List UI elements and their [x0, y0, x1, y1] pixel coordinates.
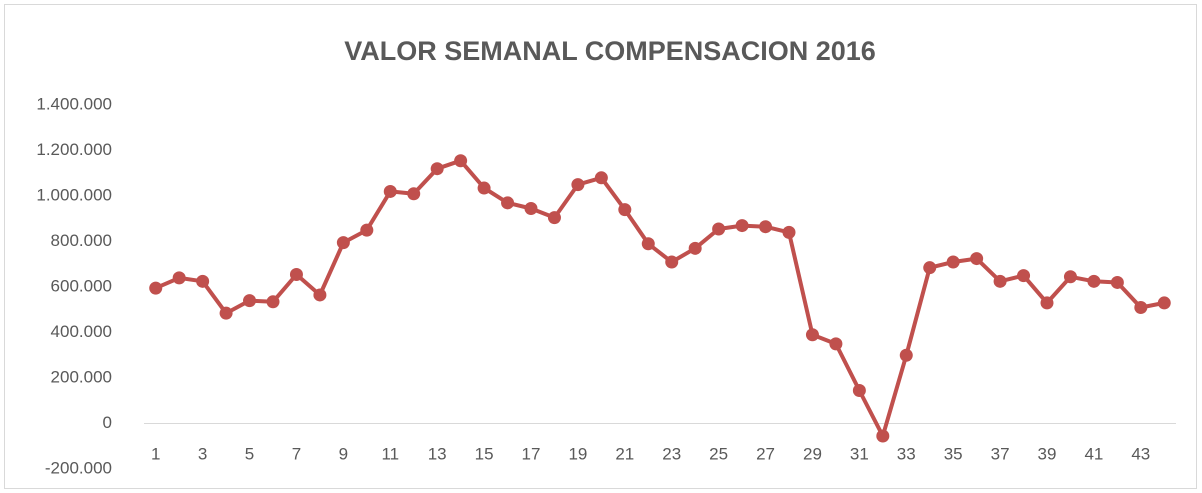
x-tick-label: 35 — [944, 444, 963, 463]
data-point — [618, 203, 632, 217]
x-tick-label: 19 — [568, 444, 587, 463]
x-tick-label: 1 — [151, 444, 160, 463]
data-point — [1134, 300, 1148, 314]
x-tick-label: 9 — [339, 444, 348, 463]
x-tick-label: 7 — [292, 444, 301, 463]
data-point — [1063, 270, 1077, 284]
data-point — [501, 196, 515, 210]
data-point — [782, 225, 796, 239]
data-point — [149, 281, 163, 295]
data-point — [688, 241, 702, 255]
data-point — [360, 223, 374, 237]
data-point — [970, 252, 984, 266]
data-point — [805, 328, 819, 342]
data-point — [477, 181, 491, 195]
data-point — [993, 274, 1007, 288]
data-point — [196, 274, 210, 288]
x-tick-label: 3 — [198, 444, 207, 463]
data-point — [383, 184, 397, 198]
x-tick-label: 43 — [1131, 444, 1150, 463]
y-tick-label: 1.200.000 — [36, 140, 112, 159]
data-point — [547, 211, 561, 225]
x-tick-label: 33 — [897, 444, 916, 463]
data-point — [899, 348, 913, 362]
x-tick-label: 15 — [475, 444, 494, 463]
chart-title: VALOR SEMANAL COMPENSACION 2016 — [344, 36, 876, 66]
data-point — [430, 162, 444, 176]
x-tick-label: 29 — [803, 444, 822, 463]
x-tick-label: 25 — [709, 444, 728, 463]
x-tick-label: 5 — [245, 444, 254, 463]
data-point — [594, 171, 608, 185]
data-point — [946, 255, 960, 269]
y-tick-label: 1.000.000 — [36, 185, 112, 204]
x-tick-label: 13 — [428, 444, 447, 463]
y-tick-label: 600.000 — [51, 276, 112, 295]
data-point — [571, 178, 585, 192]
chart-border — [4, 4, 1197, 489]
x-tick-label: 17 — [522, 444, 541, 463]
x-tick-label: 11 — [381, 444, 399, 463]
x-tick-label: 27 — [756, 444, 775, 463]
data-point — [524, 202, 538, 216]
data-point — [759, 220, 773, 234]
data-point — [1157, 296, 1171, 310]
data-point — [852, 384, 866, 398]
y-tick-label: -200.000 — [45, 458, 112, 477]
x-tick-label: 41 — [1084, 444, 1103, 463]
x-tick-label: 23 — [662, 444, 681, 463]
data-point — [712, 222, 726, 236]
y-tick-label: 0 — [103, 413, 112, 432]
x-tick-label: 31 — [850, 444, 869, 463]
x-tick-label: 37 — [991, 444, 1010, 463]
y-tick-label: 400.000 — [51, 322, 112, 341]
data-point — [289, 267, 303, 281]
data-point — [1017, 269, 1031, 283]
y-tick-label: 200.000 — [51, 367, 112, 386]
data-point — [219, 306, 233, 320]
y-tick-label: 1.400.000 — [36, 94, 112, 113]
data-point — [665, 255, 679, 269]
data-point — [735, 219, 749, 233]
data-point — [172, 271, 186, 285]
data-point — [876, 429, 890, 443]
data-point — [266, 295, 280, 309]
data-point — [336, 236, 350, 250]
data-point — [1087, 274, 1101, 288]
data-point — [407, 187, 421, 201]
data-point — [1040, 296, 1054, 310]
data-point — [1110, 275, 1124, 289]
y-tick-label: 800.000 — [51, 231, 112, 250]
data-point — [243, 294, 257, 308]
data-point — [923, 261, 937, 275]
data-point — [313, 288, 327, 302]
x-tick-label: 39 — [1038, 444, 1057, 463]
data-point — [829, 337, 843, 351]
data-point — [454, 154, 468, 168]
x-tick-label: 21 — [615, 444, 634, 463]
data-point — [641, 237, 655, 251]
